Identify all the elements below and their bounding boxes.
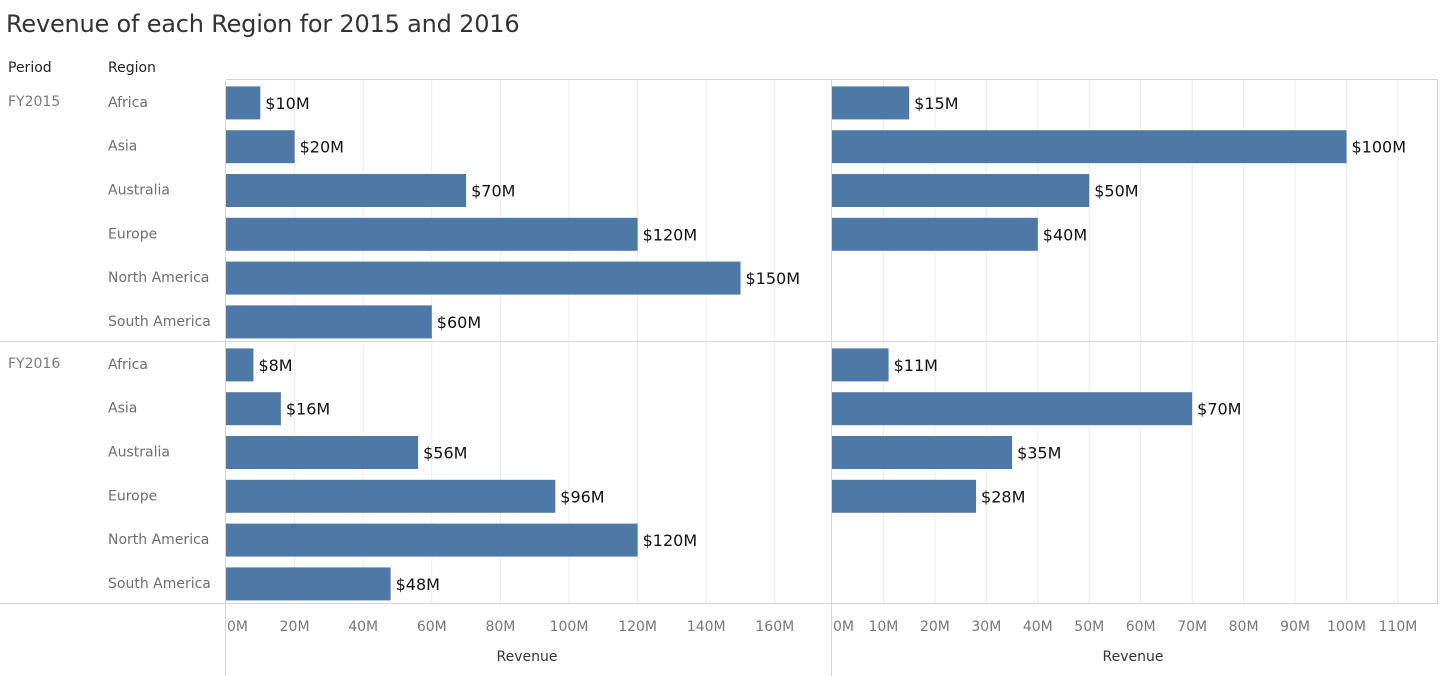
tick-label: 0M — [833, 619, 854, 635]
bar — [226, 305, 432, 339]
bar — [832, 436, 1013, 469]
bar — [226, 436, 419, 469]
data-label: $8M — [258, 356, 292, 375]
bar — [832, 479, 977, 513]
data-label: $150M — [746, 269, 801, 288]
x-axis-label: Revenue — [497, 649, 558, 665]
period-label: FY2016 — [8, 356, 60, 372]
bar — [226, 174, 467, 207]
period-column-header: Period — [8, 60, 52, 76]
bar — [226, 86, 261, 120]
region-label: North America — [108, 270, 209, 286]
tick-label: 100M — [1327, 619, 1366, 635]
tick-label: 40M — [1023, 619, 1053, 635]
tick-label: 110M — [1379, 619, 1418, 635]
region-column-header: Region — [108, 60, 156, 76]
region-label: North America — [108, 532, 209, 548]
tick-label: 90M — [1280, 619, 1310, 635]
data-label: $15M — [914, 94, 958, 113]
region-label: Africa — [108, 357, 148, 373]
data-label: $28M — [981, 487, 1025, 506]
tick-label: 80M — [485, 619, 515, 635]
data-label: $20M — [300, 138, 344, 157]
bar — [832, 86, 910, 120]
bar — [832, 217, 1038, 251]
bar — [832, 174, 1090, 207]
tick-label: 60M — [417, 619, 447, 635]
bar — [832, 392, 1193, 426]
data-label: $120M — [643, 531, 698, 550]
tick-label: 30M — [971, 619, 1001, 635]
x-axis-label: Revenue — [1103, 649, 1164, 665]
bar — [226, 261, 741, 295]
bar — [226, 479, 556, 513]
region-label: South America — [108, 314, 211, 330]
tick-label: 50M — [1074, 619, 1104, 635]
tick-label: 100M — [550, 619, 589, 635]
data-label: $56M — [423, 444, 467, 463]
region-label: South America — [108, 576, 211, 592]
region-label: Asia — [108, 139, 137, 155]
tick-label: 160M — [755, 619, 794, 635]
bar — [832, 348, 889, 382]
tick-label: 40M — [348, 619, 378, 635]
data-label: $16M — [286, 400, 330, 419]
tick-label: 0M — [227, 619, 248, 635]
bar — [226, 217, 638, 251]
data-label: $48M — [396, 575, 440, 594]
data-label: $100M — [1352, 138, 1407, 157]
bar — [226, 523, 638, 557]
data-label: $120M — [643, 225, 698, 244]
tick-label: 10M — [868, 619, 898, 635]
chart-title: Revenue of each Region for 2015 and 2016 — [6, 10, 520, 38]
bar — [832, 130, 1347, 164]
data-label: $60M — [437, 313, 481, 332]
tick-label: 60M — [1126, 619, 1156, 635]
data-label: $50M — [1094, 182, 1138, 201]
data-label: $70M — [1197, 400, 1241, 419]
data-label: $35M — [1017, 444, 1061, 463]
region-label: Australia — [108, 445, 170, 461]
tick-label: 120M — [618, 619, 657, 635]
region-label: Europe — [108, 226, 157, 242]
bar — [226, 392, 281, 426]
data-label: $10M — [265, 94, 309, 113]
region-label: Europe — [108, 488, 157, 504]
bar — [226, 130, 295, 164]
tick-label: 80M — [1229, 619, 1259, 635]
data-label: $11M — [894, 356, 938, 375]
tick-label: 70M — [1177, 619, 1207, 635]
data-label: $40M — [1043, 225, 1087, 244]
tick-label: 20M — [280, 619, 310, 635]
region-label: Africa — [108, 95, 148, 111]
region-label: Asia — [108, 401, 137, 417]
bar — [226, 567, 391, 601]
data-label: $96M — [560, 487, 604, 506]
bar — [226, 348, 254, 382]
region-label: Australia — [108, 183, 170, 199]
period-label: FY2015 — [8, 94, 60, 110]
tick-label: 140M — [687, 619, 726, 635]
tick-label: 20M — [920, 619, 950, 635]
data-label: $70M — [471, 182, 515, 201]
